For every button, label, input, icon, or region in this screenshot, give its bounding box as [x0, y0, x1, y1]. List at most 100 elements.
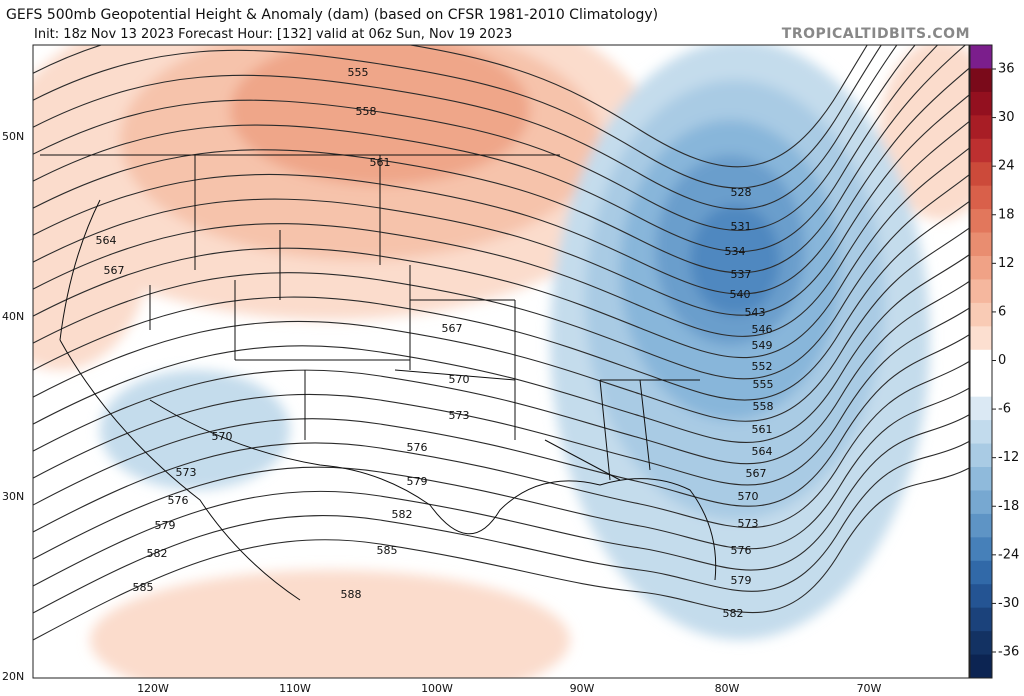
- height-contour: [33, 307, 969, 486]
- contour-label: 573: [176, 466, 197, 479]
- contour-label: 549: [752, 339, 773, 352]
- height-contour: [33, 414, 969, 587]
- height-contour: [33, 67, 969, 295]
- contour-label: 570: [449, 373, 470, 386]
- height-contour: [33, 120, 969, 337]
- colorbar-bin: [970, 68, 992, 93]
- colorbar-bin: [970, 607, 992, 632]
- height-contour: [33, 174, 969, 380]
- colorbar-bin: [970, 396, 992, 421]
- colorbar-tick-label: 18: [998, 207, 1015, 222]
- lon-label: 80W: [715, 682, 740, 695]
- colorbar-tick-label: -18: [998, 499, 1019, 514]
- colorbar-bin: [970, 256, 992, 280]
- colorbar-bin: [970, 279, 992, 304]
- colorbar-tick-label: -12: [998, 450, 1019, 465]
- title: GEFS 500mb Geopotential Height & Anomaly…: [6, 7, 658, 23]
- contour-label: 561: [752, 423, 773, 436]
- contour-label: 555: [753, 378, 774, 391]
- map-frame: [32, 44, 970, 679]
- colorbar-bin: [970, 326, 992, 351]
- contour-label: 561: [370, 156, 391, 169]
- contour-label: 552: [752, 360, 773, 373]
- height-contour: [33, 45, 939, 253]
- colorbar-bin: [970, 443, 992, 468]
- colorbar-bin: [970, 537, 992, 562]
- colorbar-frame: [969, 44, 993, 679]
- height-contour: [33, 360, 969, 533]
- latitude-labels: 50N 40N 30N 20N: [2, 130, 24, 683]
- colorbar-tick-label: 24: [998, 159, 1015, 174]
- contour-label: 543: [745, 306, 766, 319]
- subtitle: Init: 18z Nov 13 2023 Forecast Hour: [13…: [34, 27, 512, 42]
- height-contour: [33, 280, 969, 465]
- colorbar-tick-label: 36: [998, 62, 1015, 77]
- contour-label: 546: [752, 323, 773, 336]
- height-contour: [33, 387, 969, 560]
- colorbar-bin: [970, 232, 992, 257]
- contour-label: 567: [104, 264, 125, 277]
- colorbar-tick-label: 12: [998, 256, 1015, 271]
- contour-labels: 555 558 561 564 567 567 570 573 576 579 …: [96, 66, 774, 620]
- contour-label: 558: [356, 105, 377, 118]
- colorbar-bin: [970, 631, 992, 656]
- contour-label: 534: [725, 245, 746, 258]
- contour-label: 576: [731, 544, 752, 557]
- lat-label: 20N: [2, 670, 24, 683]
- contour-label: 582: [392, 508, 413, 521]
- contour-label: 588: [341, 588, 362, 601]
- colorbar-bin: [970, 91, 992, 116]
- contour-label: 555: [348, 66, 369, 79]
- colorbar-tick-label: 30: [998, 110, 1015, 125]
- colorbar-bin: [970, 513, 992, 538]
- height-contour: [33, 94, 969, 316]
- colorbar-bin: [970, 560, 992, 585]
- height-contour: [33, 334, 969, 507]
- lat-label: 30N: [2, 490, 24, 503]
- colorbar-tick-label: -30: [998, 596, 1019, 611]
- colorbar: 36 30 24 18 12 6 0 -6 -12 -18 -24 -30 -36: [969, 44, 1019, 679]
- contour-label: 564: [96, 234, 117, 247]
- lon-label: 110W: [279, 682, 311, 695]
- colorbar-bin: [970, 138, 992, 163]
- colorbar-bin: [970, 467, 992, 491]
- contour-label: 570: [212, 430, 233, 443]
- contour-label: 576: [168, 494, 189, 507]
- contour-label: 558: [753, 400, 774, 413]
- height-contour: [33, 440, 969, 614]
- colorbar-bin: [970, 209, 992, 234]
- colorbar-bin: [970, 373, 992, 398]
- longitude-labels: 120W 110W 100W 90W 80W 70W: [137, 682, 881, 695]
- map-area: [33, 45, 969, 678]
- height-contours: [33, 45, 969, 641]
- height-contour: [33, 45, 967, 274]
- contour-label: 573: [738, 517, 759, 530]
- contour-label: 585: [377, 544, 398, 557]
- colorbar-bin: [970, 420, 992, 445]
- colorbar-bin: [970, 490, 992, 515]
- lat-label: 40N: [2, 310, 24, 323]
- contour-label: 531: [731, 220, 752, 233]
- height-contour: [33, 147, 969, 359]
- colorbar-bin: [970, 162, 992, 187]
- height-contour: [33, 467, 969, 641]
- lon-label: 90W: [570, 682, 595, 695]
- lon-label: 70W: [857, 682, 882, 695]
- contour-label: 579: [731, 574, 752, 587]
- contour-label: 582: [147, 547, 168, 560]
- political-borders: [40, 154, 717, 601]
- contour-label: 528: [731, 186, 752, 199]
- lat-label: 50N: [2, 130, 24, 143]
- contour-label: 570: [738, 490, 759, 503]
- height-contour: [33, 45, 916, 231]
- contour-label: 567: [442, 322, 463, 335]
- colorbar-tick-label: 6: [998, 304, 1006, 319]
- colorbar-bin: [970, 654, 992, 679]
- colorbar-tick-label: -36: [998, 645, 1019, 660]
- height-contour: [33, 45, 898, 210]
- lon-label: 100W: [421, 682, 453, 695]
- colorbar-bin: [970, 349, 992, 374]
- colorbar-tick-label: 0: [998, 353, 1006, 368]
- contour-label: 573: [449, 409, 470, 422]
